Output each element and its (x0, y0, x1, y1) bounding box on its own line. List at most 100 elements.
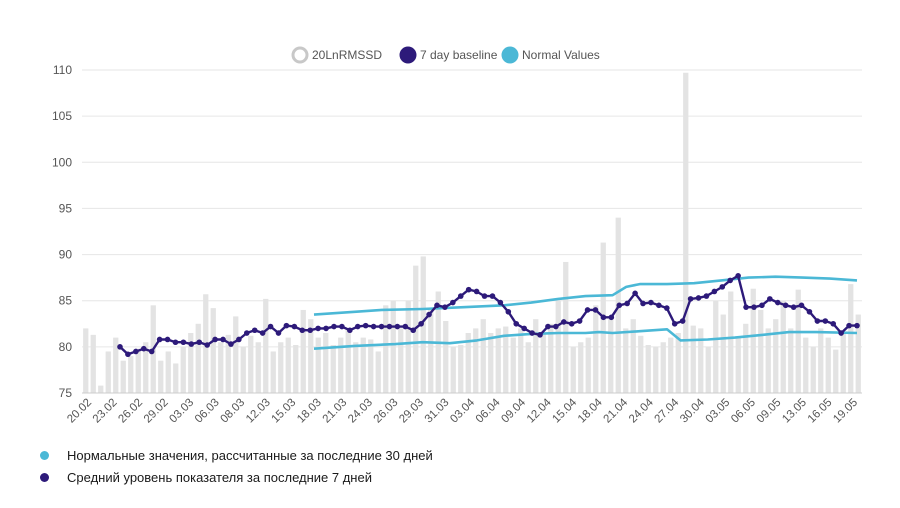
baseline-point (347, 327, 353, 334)
x-tick-label: 24.04 (627, 396, 656, 425)
legend-label: Normal Values (522, 48, 600, 62)
baseline-point (402, 323, 409, 330)
baseline-point (640, 300, 646, 307)
baseline-point (156, 336, 163, 343)
y-axis: 75 80 85 90 95 100 105 110 (52, 63, 72, 400)
legend-bottom-normal: Нормальные значения, рассчитанные за пос… (40, 444, 433, 466)
baseline-point (822, 318, 829, 324)
baseline-point (687, 296, 694, 302)
bar (165, 351, 171, 393)
baseline-point (291, 323, 298, 330)
baseline-point (608, 314, 615, 321)
baseline-point (727, 277, 734, 284)
bar (383, 305, 389, 393)
bar (623, 328, 629, 393)
x-tick-label: 08.03 (218, 397, 247, 426)
legend-top: 20LnRMSSD 7 day baseline Normal Values (291, 46, 600, 64)
bar (563, 261, 569, 393)
baseline-point (299, 327, 306, 334)
baseline-point (767, 296, 773, 302)
bar (833, 349, 839, 393)
baseline-point (434, 302, 440, 309)
baseline-point (600, 314, 607, 321)
baseline-point (196, 339, 203, 346)
bar (308, 319, 314, 393)
bar (398, 328, 404, 393)
bar (465, 333, 471, 393)
legend-bottom-baseline: Средний уровень показателя за последние … (40, 466, 433, 488)
bar (690, 325, 696, 393)
baseline-point (148, 348, 155, 355)
x-tick-label: 03.03 (167, 397, 196, 426)
hrv-chart: 20LnRMSSD 7 day baseline Normal Values 75 8… (52, 46, 862, 426)
bar (675, 333, 681, 393)
x-tick-label: 26.02 (116, 397, 145, 426)
bar (810, 346, 816, 393)
baseline-point (703, 293, 710, 299)
bar (780, 300, 786, 393)
baseline-point (378, 323, 385, 330)
baseline-point (497, 299, 504, 306)
bar (390, 300, 396, 393)
legend-label: 7 day baseline (420, 48, 498, 62)
bar (233, 316, 239, 393)
bar (638, 335, 644, 393)
bar (495, 328, 501, 393)
baseline-point (442, 304, 448, 310)
bar (83, 328, 89, 393)
bar (98, 385, 104, 393)
baseline-point (473, 288, 480, 295)
bar (263, 298, 269, 393)
x-axis: 20.0223.0226.0229.0203.0306.0308.0312.03… (65, 392, 862, 426)
x-tick-label: 19.05 (831, 397, 860, 426)
bar (705, 346, 711, 393)
baseline-point (632, 290, 638, 297)
baseline-point (172, 339, 179, 346)
normal-upper-line (313, 275, 858, 316)
bar (450, 346, 456, 393)
baseline-point (759, 302, 765, 309)
bar (803, 337, 809, 393)
y-tick-label: 100 (52, 155, 72, 169)
bar (128, 356, 134, 393)
bar (533, 319, 539, 393)
bar (135, 348, 141, 393)
baseline-point (545, 323, 551, 330)
baseline-point (236, 336, 242, 343)
bar (720, 314, 726, 393)
x-tick-label: 27.04 (653, 396, 682, 425)
baseline-point (711, 288, 718, 295)
baseline-point (782, 302, 789, 309)
bar (240, 346, 246, 393)
baseline-point (243, 330, 250, 336)
bar (630, 319, 636, 393)
legend-label: 20LnRMSSD (312, 48, 382, 62)
baseline-point (180, 339, 187, 346)
baseline-point (568, 320, 575, 327)
baseline-point (838, 330, 844, 336)
x-tick-label: 21.03 (321, 397, 350, 426)
bar (788, 328, 794, 393)
baseline-point (513, 320, 520, 327)
x-tick-label: 13.05 (780, 397, 809, 426)
baseline-point (410, 327, 417, 334)
bar (315, 337, 321, 393)
bar (728, 291, 734, 393)
bar (795, 289, 801, 393)
bar (330, 345, 336, 393)
bar (218, 342, 224, 393)
x-tick-label: 26.03 (372, 397, 401, 426)
bar (540, 333, 546, 393)
bar (585, 337, 591, 393)
bar (825, 337, 831, 393)
legend-bottom: Нормальные значения, рассчитанные за пос… (40, 444, 433, 488)
bar (488, 333, 494, 393)
x-tick-label: 09.05 (755, 397, 784, 426)
baseline-point (671, 320, 678, 327)
bar (323, 333, 329, 393)
baseline-point (465, 286, 472, 293)
bar (173, 363, 179, 393)
x-tick-label: 30.04 (678, 396, 707, 425)
bar (758, 309, 764, 393)
legend-marker-icon (501, 46, 519, 64)
